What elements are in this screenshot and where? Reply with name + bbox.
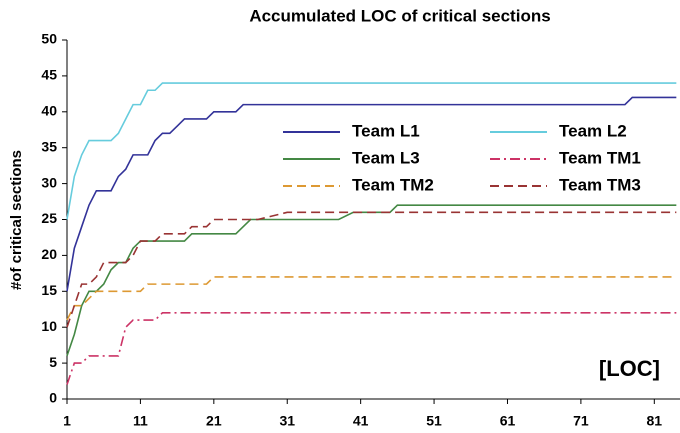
annotation: [LOC] xyxy=(599,356,660,381)
x-tick-label: 61 xyxy=(500,413,516,429)
x-tick-label: 1 xyxy=(63,413,71,429)
legend-label: Team TM3 xyxy=(559,175,641,194)
y-tick-label: 40 xyxy=(41,103,57,119)
series-line xyxy=(66,211,677,328)
series-line xyxy=(66,82,677,220)
legend-label: Team TM1 xyxy=(559,148,641,167)
x-tick-label: 81 xyxy=(647,413,663,429)
y-tick-label: 50 xyxy=(41,31,57,47)
y-tick-label: 5 xyxy=(49,354,57,370)
y-tick-label: 10 xyxy=(41,318,57,334)
y-tick-label: 45 xyxy=(41,67,57,83)
x-tick-label: 21 xyxy=(206,413,222,429)
series-line xyxy=(66,276,677,321)
y-tick-label: 25 xyxy=(41,210,57,226)
x-tick-label: 11 xyxy=(133,413,148,429)
legend-label: Team TM2 xyxy=(352,175,434,194)
chart-title: Accumulated LOC of critical sections xyxy=(249,6,550,25)
y-axis-label: #of critical sections xyxy=(8,150,25,290)
x-tick-label: 51 xyxy=(426,413,442,429)
series-line xyxy=(66,312,677,385)
legend-label: Team L3 xyxy=(352,148,420,167)
y-tick-label: 35 xyxy=(41,138,57,154)
y-tick-label: 0 xyxy=(49,390,57,406)
series-line xyxy=(66,204,677,357)
x-tick-label: 31 xyxy=(279,413,295,429)
legend-label: Team L1 xyxy=(352,121,420,140)
y-tick-label: 30 xyxy=(41,174,57,190)
x-tick-label: 71 xyxy=(573,413,589,429)
x-tick-label: 41 xyxy=(353,413,369,429)
y-tick-label: 15 xyxy=(41,282,57,298)
series-line xyxy=(66,96,677,292)
y-tick-label: 20 xyxy=(41,246,57,262)
legend-label: Team L2 xyxy=(559,121,627,140)
